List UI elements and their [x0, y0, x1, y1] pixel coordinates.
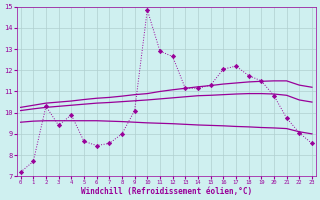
X-axis label: Windchill (Refroidissement éolien,°C): Windchill (Refroidissement éolien,°C) [81, 187, 252, 196]
